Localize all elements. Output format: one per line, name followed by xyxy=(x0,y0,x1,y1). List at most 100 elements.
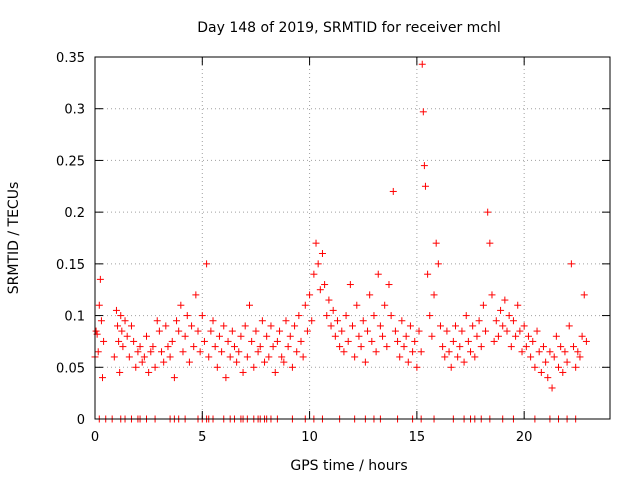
data-point xyxy=(336,343,344,351)
data-point xyxy=(492,317,500,325)
data-point xyxy=(96,275,104,283)
data-point xyxy=(443,327,451,335)
data-point xyxy=(224,337,232,345)
data-point xyxy=(284,343,292,351)
data-point xyxy=(211,343,219,351)
data-point xyxy=(516,327,524,335)
data-point xyxy=(327,322,335,330)
data-point xyxy=(185,358,193,366)
data-point xyxy=(218,348,226,356)
data-point xyxy=(136,343,144,351)
data-point xyxy=(400,343,408,351)
data-point xyxy=(509,317,517,325)
data-point xyxy=(117,312,125,320)
data-point xyxy=(522,343,530,351)
data-point xyxy=(426,312,434,320)
data-point xyxy=(194,327,202,335)
data-point xyxy=(138,358,146,366)
data-point xyxy=(265,353,273,361)
data-point xyxy=(359,317,367,325)
data-point xyxy=(276,327,284,335)
data-point xyxy=(340,348,348,356)
data-point xyxy=(527,353,535,361)
data-point xyxy=(387,312,395,320)
data-point xyxy=(207,327,215,335)
data-point xyxy=(452,322,459,330)
data-point xyxy=(424,270,432,278)
data-point xyxy=(544,374,552,382)
data-point xyxy=(456,343,464,351)
data-point xyxy=(119,343,127,351)
data-point xyxy=(147,348,155,356)
data-point xyxy=(181,332,189,340)
data-point xyxy=(432,239,440,247)
data-point xyxy=(151,363,159,371)
data-point xyxy=(394,337,402,345)
data-point xyxy=(499,322,507,330)
data-point xyxy=(353,301,361,309)
data-point xyxy=(329,306,337,314)
data-point xyxy=(230,343,238,351)
data-point xyxy=(402,332,410,340)
data-point xyxy=(235,348,243,356)
data-point xyxy=(175,327,183,335)
data-point xyxy=(548,384,556,392)
data-point xyxy=(263,332,271,340)
data-point xyxy=(404,358,412,366)
data-point xyxy=(205,353,213,361)
data-point xyxy=(464,337,472,345)
data-point xyxy=(370,312,378,320)
data-point xyxy=(490,337,498,345)
data-point xyxy=(134,348,142,356)
data-point xyxy=(561,348,569,356)
data-point xyxy=(254,348,262,356)
data-point xyxy=(318,250,326,258)
data-point xyxy=(243,353,251,361)
data-point xyxy=(555,363,562,371)
data-point xyxy=(297,337,305,345)
x-tick-label: 10 xyxy=(301,430,318,445)
data-point xyxy=(346,281,354,289)
data-point xyxy=(420,162,428,170)
data-point xyxy=(488,291,496,299)
data-point xyxy=(383,343,391,351)
data-point xyxy=(469,322,477,330)
data-point xyxy=(188,322,196,330)
data-point xyxy=(271,368,279,376)
data-point xyxy=(368,337,376,345)
data-point xyxy=(479,301,487,309)
data-point xyxy=(428,332,436,340)
y-tick-label: 0.3 xyxy=(64,103,85,118)
y-tick-label: 0.05 xyxy=(56,361,85,376)
data-point xyxy=(364,327,372,335)
data-point xyxy=(321,281,329,289)
data-point xyxy=(355,332,363,340)
data-point xyxy=(158,348,166,356)
data-point xyxy=(471,353,479,361)
data-point xyxy=(557,343,565,351)
data-point xyxy=(110,353,118,361)
data-point xyxy=(200,337,208,345)
data-point xyxy=(477,343,485,351)
data-point xyxy=(164,343,172,351)
data-point xyxy=(418,60,426,68)
data-point xyxy=(484,208,492,216)
data-point xyxy=(503,327,511,335)
data-point xyxy=(409,348,417,356)
data-point xyxy=(546,348,554,356)
data-point xyxy=(310,270,318,278)
data-point xyxy=(293,348,301,356)
data-point xyxy=(246,301,253,309)
y-tick-label: 0.15 xyxy=(56,258,85,273)
data-point xyxy=(295,312,303,320)
data-point xyxy=(166,353,174,361)
data-point xyxy=(580,291,588,299)
data-point xyxy=(582,337,590,345)
x-tick-label: 15 xyxy=(409,430,426,445)
x-tick-label: 5 xyxy=(198,430,206,445)
data-point xyxy=(505,312,513,320)
axis-ticks: 0 0.05 0.1 0.15 0.2 0.25 0.3 0.35 0 5 10 15 20 xyxy=(56,51,610,445)
data-point xyxy=(323,312,331,320)
